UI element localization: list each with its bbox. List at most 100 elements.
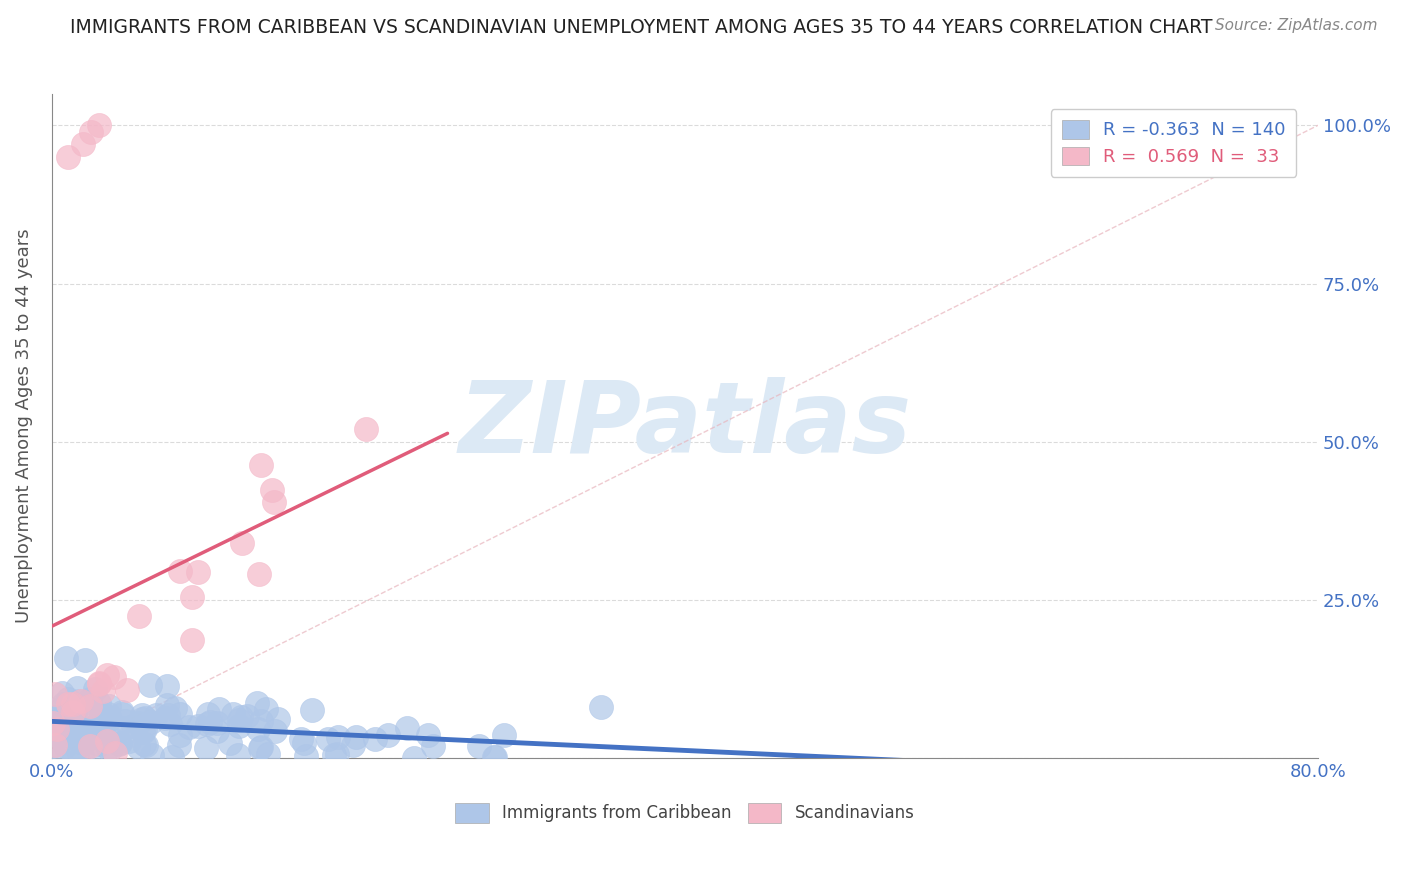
Point bbox=[344, 730, 367, 744]
Point bbox=[89, 118, 111, 132]
Point bbox=[89, 676, 111, 690]
Point bbox=[326, 747, 349, 761]
Point bbox=[44, 687, 66, 701]
Point bbox=[84, 739, 107, 754]
Point bbox=[98, 712, 121, 726]
Point bbox=[128, 608, 150, 623]
Point bbox=[90, 727, 112, 741]
Point bbox=[63, 750, 86, 764]
Point bbox=[93, 707, 115, 722]
Point bbox=[169, 706, 191, 721]
Point bbox=[72, 137, 94, 152]
Point bbox=[328, 730, 350, 744]
Point bbox=[169, 564, 191, 578]
Point bbox=[167, 738, 190, 752]
Point bbox=[131, 712, 153, 726]
Point bbox=[87, 721, 110, 735]
Point bbox=[67, 694, 90, 708]
Point bbox=[323, 747, 346, 762]
Point bbox=[404, 751, 426, 765]
Point bbox=[62, 706, 84, 720]
Point bbox=[207, 702, 229, 716]
Point bbox=[229, 710, 252, 724]
Point bbox=[292, 736, 315, 750]
Point bbox=[80, 721, 103, 735]
Point bbox=[46, 729, 69, 743]
Point bbox=[197, 706, 219, 721]
Point bbox=[69, 726, 91, 740]
Point bbox=[53, 739, 76, 754]
Point bbox=[48, 722, 70, 736]
Text: IMMIGRANTS FROM CARIBBEAN VS SCANDINAVIAN UNEMPLOYMENT AMONG AGES 35 TO 44 YEARS: IMMIGRANTS FROM CARIBBEAN VS SCANDINAVIA… bbox=[70, 18, 1213, 37]
Point bbox=[65, 705, 87, 719]
Point bbox=[342, 738, 364, 752]
Point bbox=[87, 677, 110, 691]
Point bbox=[132, 725, 155, 739]
Point bbox=[87, 721, 110, 735]
Point bbox=[41, 715, 63, 730]
Point bbox=[56, 729, 79, 743]
Point bbox=[62, 723, 84, 737]
Text: ZIPatlas: ZIPatlas bbox=[458, 377, 911, 475]
Point bbox=[254, 701, 277, 715]
Point bbox=[134, 737, 156, 751]
Point bbox=[59, 720, 82, 734]
Point bbox=[49, 750, 72, 764]
Point bbox=[111, 707, 134, 722]
Point bbox=[169, 728, 191, 742]
Point bbox=[69, 735, 91, 749]
Point bbox=[250, 739, 273, 754]
Point bbox=[247, 567, 270, 582]
Point bbox=[134, 722, 156, 736]
Point bbox=[96, 734, 118, 748]
Point bbox=[66, 716, 89, 731]
Point bbox=[228, 747, 250, 762]
Point bbox=[59, 714, 82, 728]
Point bbox=[112, 721, 135, 735]
Text: Source: ZipAtlas.com: Source: ZipAtlas.com bbox=[1215, 18, 1378, 33]
Point bbox=[51, 686, 73, 700]
Point bbox=[135, 738, 157, 752]
Point bbox=[73, 653, 96, 667]
Point bbox=[89, 711, 111, 725]
Point bbox=[44, 703, 66, 717]
Point bbox=[194, 741, 217, 756]
Point bbox=[160, 749, 183, 764]
Point bbox=[51, 711, 73, 725]
Point bbox=[418, 728, 440, 742]
Point bbox=[157, 708, 180, 723]
Point bbox=[49, 724, 72, 739]
Point bbox=[145, 707, 167, 722]
Point bbox=[290, 732, 312, 747]
Point bbox=[56, 717, 79, 731]
Point bbox=[66, 743, 89, 757]
Point bbox=[222, 706, 245, 721]
Point bbox=[262, 483, 284, 497]
Point bbox=[52, 698, 75, 712]
Point bbox=[104, 746, 127, 760]
Point bbox=[492, 728, 515, 742]
Point bbox=[139, 714, 162, 729]
Point bbox=[195, 717, 218, 731]
Point bbox=[55, 709, 77, 723]
Point bbox=[100, 741, 122, 756]
Point bbox=[79, 699, 101, 714]
Point bbox=[97, 740, 120, 755]
Point bbox=[91, 684, 114, 698]
Point bbox=[295, 748, 318, 763]
Point bbox=[56, 697, 79, 711]
Point bbox=[89, 712, 111, 726]
Point bbox=[45, 723, 67, 737]
Point bbox=[159, 717, 181, 731]
Point bbox=[127, 716, 149, 731]
Point bbox=[127, 740, 149, 755]
Point bbox=[131, 708, 153, 723]
Point bbox=[246, 722, 269, 736]
Point bbox=[231, 535, 253, 549]
Point bbox=[98, 699, 121, 714]
Point bbox=[263, 494, 285, 508]
Point bbox=[46, 727, 69, 741]
Point bbox=[114, 714, 136, 729]
Point bbox=[62, 697, 84, 711]
Point bbox=[141, 747, 163, 762]
